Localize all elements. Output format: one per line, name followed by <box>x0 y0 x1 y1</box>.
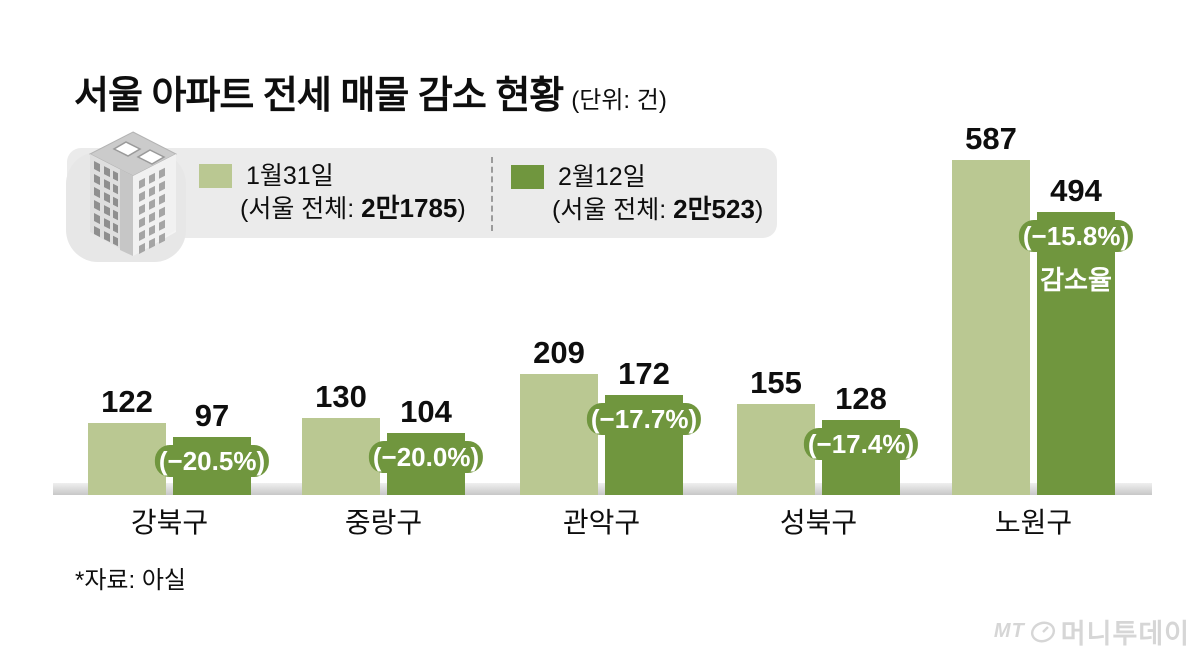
bar-jan <box>302 418 380 495</box>
legend-swatch-jan <box>199 164 232 188</box>
pct-change-label: (−17.4%) <box>803 428 919 460</box>
legend-swatch-feb <box>511 165 544 189</box>
source-note: *자료: 아실 <box>75 567 186 594</box>
bar-value-label: 130 <box>315 379 367 414</box>
category-label: 강북구 <box>130 507 209 538</box>
legend-label-jan: 1월31일 <box>246 162 334 190</box>
bar-value-label: 97 <box>194 398 230 433</box>
bar-value-label: 494 <box>1050 173 1102 208</box>
logo-wordmark: 머니투데이 <box>1060 619 1190 649</box>
apartment-building-icon <box>66 131 186 262</box>
mt-monogram: MT <box>993 620 1025 642</box>
bar-feb <box>1037 212 1115 495</box>
legend-entry-feb: 2월12일 (서울 전체: 2만523) <box>511 161 763 226</box>
pct-change-label: (−20.5%) <box>154 445 270 477</box>
bar-jan <box>88 423 166 495</box>
chart-title-block: 서울 아파트 전세 매물 감소 현황 (단위: 건) <box>74 64 667 119</box>
publisher-logo: MT 머니투데이 <box>994 612 1190 651</box>
bar-jan <box>737 404 815 495</box>
category-label: 노원구 <box>994 507 1073 538</box>
title-unit: (단위: 건) <box>571 87 667 114</box>
logo-clock-icon <box>1030 621 1055 642</box>
category-label: 관악구 <box>562 507 641 538</box>
pct-note-label: 감소율 <box>1040 265 1112 295</box>
bar-value-label: 128 <box>835 381 887 416</box>
category-label: 성북구 <box>779 507 858 538</box>
legend-entry-jan: 1월31일 (서울 전체: 2만1785) <box>199 160 466 225</box>
pct-change-label: (−20.0%) <box>368 441 484 473</box>
bar-jan <box>952 160 1030 495</box>
bar-jan <box>520 374 598 495</box>
legend-total-feb: (서울 전체: 2만523) <box>552 194 764 224</box>
pct-change-label: (−17.7%) <box>586 403 702 435</box>
category-label: 중랑구 <box>344 507 423 538</box>
bar-value-label: 122 <box>101 384 153 419</box>
chart-title: 서울 아파트 전세 매물 감소 현황 <box>74 75 564 117</box>
bar-value-label: 587 <box>965 121 1017 156</box>
legend-total-jan: (서울 전체: 2만1785) <box>240 193 466 223</box>
legend-divider <box>491 157 493 231</box>
bar-value-label: 209 <box>533 335 585 370</box>
bar-value-label: 172 <box>618 356 670 391</box>
legend-label-feb: 2월12일 <box>558 163 646 191</box>
bar-value-label: 104 <box>400 394 452 429</box>
bar-value-label: 155 <box>750 365 802 400</box>
pct-change-label: (−15.8%) <box>1018 220 1134 252</box>
